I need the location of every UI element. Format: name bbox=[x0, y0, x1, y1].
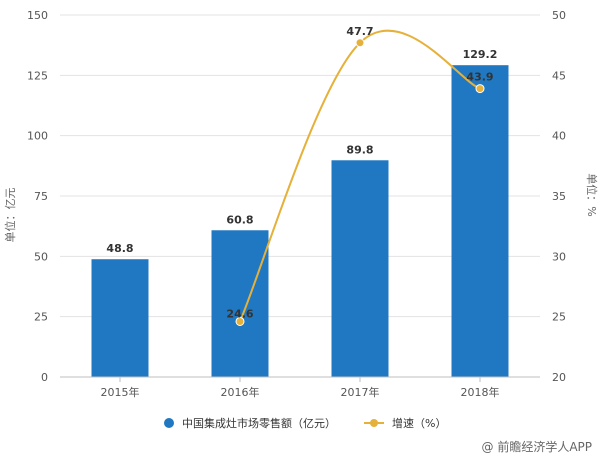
y2-tick-label-3: 35 bbox=[552, 190, 566, 203]
growth-point-3 bbox=[475, 84, 485, 94]
legend-bar-swatch bbox=[164, 418, 174, 428]
y-tick-label-1: 25 bbox=[34, 311, 48, 324]
growth-line-layer: 24.6 47.7 43.9 bbox=[226, 25, 494, 326]
y-tick-label-2: 50 bbox=[34, 250, 48, 263]
y2-axis-title: 单位：% bbox=[585, 173, 599, 216]
x-tick-label-2: 2017年 bbox=[341, 385, 380, 399]
bar-value-label-3: 129.2 bbox=[463, 48, 498, 61]
bar-1 bbox=[211, 230, 269, 377]
legend-line-label: 增速（%） bbox=[392, 416, 446, 430]
y2-tick-label-4: 40 bbox=[552, 130, 566, 143]
bar-2 bbox=[331, 160, 389, 377]
y2-axis-ticks: 20 25 30 35 40 45 50 bbox=[552, 9, 566, 384]
y2-tick-label-0: 20 bbox=[552, 371, 566, 384]
growth-line bbox=[239, 29, 481, 322]
x-tick-label-0: 2015年 bbox=[101, 385, 140, 399]
y-tick-label-0: 0 bbox=[41, 371, 48, 384]
growth-value-label-1: 24.6 bbox=[226, 307, 253, 320]
x-axis-ticks: 2015年 2016年 2017年 2018年 bbox=[101, 377, 500, 399]
y2-tick-label-1: 25 bbox=[552, 311, 566, 324]
y-axis-ticks: 0 25 50 75 100 125 150 bbox=[27, 9, 48, 384]
y-tick-label-6: 150 bbox=[27, 9, 48, 22]
y-axis-title: 单位：亿元 bbox=[3, 188, 17, 243]
y-tick-label-4: 100 bbox=[27, 130, 48, 143]
bar-0 bbox=[91, 259, 149, 377]
credit-watermark: @ 前瞻经济学人APP bbox=[482, 439, 593, 454]
bar-value-label-2: 89.8 bbox=[346, 143, 373, 156]
growth-point-2 bbox=[355, 38, 365, 48]
y-tick-label-3: 75 bbox=[34, 190, 48, 203]
bars bbox=[91, 65, 509, 378]
growth-value-label-2: 47.7 bbox=[346, 25, 373, 38]
bar-value-label-1: 60.8 bbox=[226, 213, 253, 226]
bar-value-label-0: 48.8 bbox=[106, 242, 133, 255]
y2-tick-label-6: 50 bbox=[552, 9, 566, 22]
x-tick-label-3: 2018年 bbox=[461, 385, 500, 399]
legend: 中国集成灶市场零售额（亿元） 增速（%） bbox=[164, 416, 446, 430]
y2-tick-label-5: 45 bbox=[552, 69, 566, 82]
y-tick-label-5: 125 bbox=[27, 69, 48, 82]
y2-tick-label-2: 30 bbox=[552, 250, 566, 263]
legend-bar-label: 中国集成灶市场零售额（亿元） bbox=[182, 416, 336, 430]
bar-labels: 48.8 60.8 89.8 129.2 bbox=[106, 48, 497, 255]
bar-3 bbox=[451, 65, 509, 378]
legend-line-marker bbox=[370, 419, 378, 427]
x-tick-label-1: 2016年 bbox=[221, 385, 260, 399]
growth-point-1 bbox=[235, 316, 245, 326]
growth-value-label-3: 43.9 bbox=[466, 71, 493, 84]
